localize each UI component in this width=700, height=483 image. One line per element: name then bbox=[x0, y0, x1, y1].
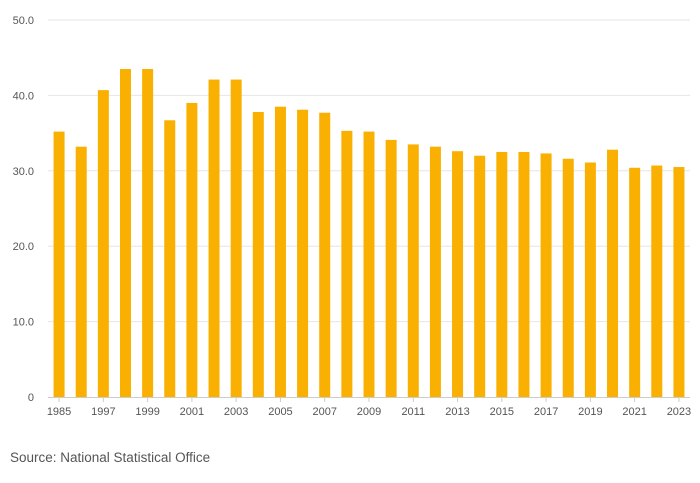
x-tick-label: 2011 bbox=[401, 406, 425, 418]
bar-2012 bbox=[429, 146, 441, 397]
x-tick-label: 2005 bbox=[268, 406, 292, 418]
bar-2021 bbox=[629, 167, 641, 397]
x-tick-label: 2019 bbox=[578, 406, 602, 418]
bar-2023 bbox=[673, 167, 685, 397]
y-tick-label: 50.0 bbox=[13, 15, 34, 27]
bar-2019 bbox=[584, 162, 596, 397]
bar-2005 bbox=[274, 106, 286, 398]
bars bbox=[53, 69, 685, 398]
bar-2009 bbox=[363, 131, 375, 398]
bar-chart: 0 10.0 20.0 30.0 40.0 50.0 1985 1997 1999 2001 20… bbox=[13, 15, 692, 418]
bar-2015 bbox=[496, 151, 508, 397]
x-tick-label: 2001 bbox=[180, 406, 204, 418]
bar-2007 bbox=[319, 112, 331, 397]
x-tick-label: 2007 bbox=[312, 406, 336, 418]
bar-2020 bbox=[607, 149, 619, 397]
bar-1985 bbox=[53, 131, 65, 398]
x-tick-label: 1997 bbox=[91, 406, 115, 418]
bar-2022 bbox=[651, 165, 663, 397]
y-tick-label: 20.0 bbox=[13, 241, 34, 253]
bar-2016 bbox=[518, 151, 530, 397]
bar-1999 bbox=[142, 69, 154, 397]
bar-2013 bbox=[452, 151, 464, 397]
source-note: Source: National Statistical Office bbox=[10, 450, 211, 465]
x-tick-label: 2017 bbox=[534, 406, 558, 418]
bar-2002 bbox=[208, 79, 220, 397]
bar-2011 bbox=[407, 144, 419, 397]
x-tick-label: 2009 bbox=[357, 406, 381, 418]
y-tick-label: 30.0 bbox=[13, 166, 34, 178]
x-tick-label: 2003 bbox=[224, 406, 248, 418]
y-tick-label: 40.0 bbox=[13, 90, 34, 102]
bar-2010 bbox=[385, 139, 397, 398]
bar-1996 bbox=[75, 146, 87, 397]
bar-2014 bbox=[474, 155, 486, 397]
x-tick-label: 2013 bbox=[445, 406, 469, 418]
bar-2018 bbox=[562, 158, 574, 397]
bar-2004 bbox=[252, 111, 264, 397]
y-tick-label: 10.0 bbox=[13, 317, 34, 329]
bar-1997 bbox=[97, 90, 109, 397]
x-tick-label: 1985 bbox=[47, 406, 71, 418]
bar-2017 bbox=[540, 153, 552, 397]
x-tick-label: 2021 bbox=[622, 406, 646, 418]
bar-1998 bbox=[119, 69, 131, 397]
bar-2000 bbox=[164, 120, 176, 398]
bar-2008 bbox=[341, 130, 353, 397]
x-axis: 1985 1997 1999 2001 2003 2005 2007 2009 2011 2013… bbox=[47, 397, 691, 418]
x-tick-label: 1999 bbox=[135, 406, 159, 418]
x-tick-label: 2015 bbox=[490, 406, 514, 418]
bar-2006 bbox=[297, 109, 309, 397]
y-tick-label: 0 bbox=[28, 392, 34, 404]
bar-2001 bbox=[186, 102, 198, 397]
x-tick-label: 2023 bbox=[667, 406, 691, 418]
y-axis: 0 10.0 20.0 30.0 40.0 50.0 bbox=[13, 15, 34, 404]
bar-2003 bbox=[230, 79, 242, 397]
